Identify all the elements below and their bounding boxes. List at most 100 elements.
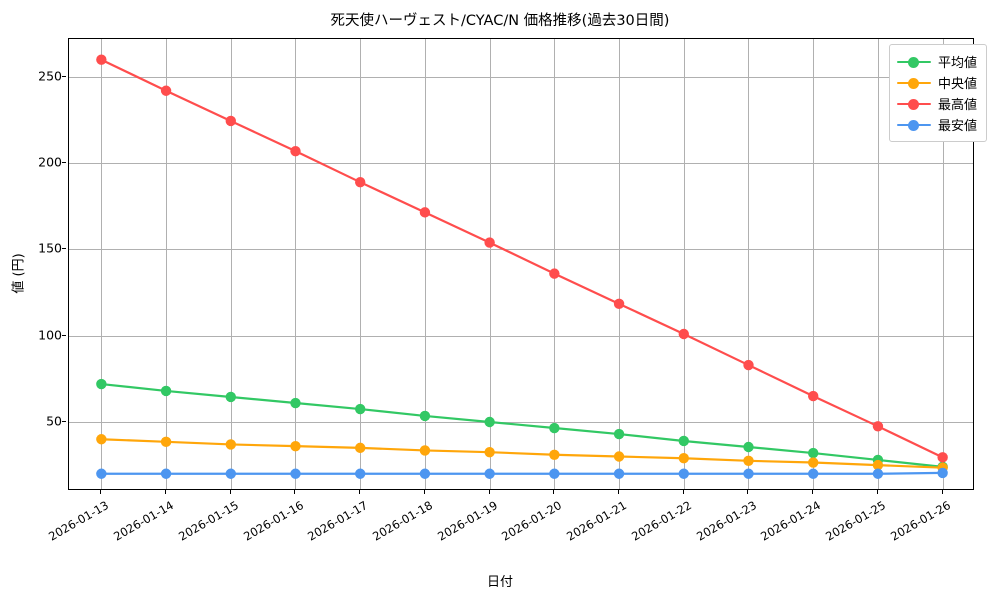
- plot-area: [68, 38, 974, 490]
- data-point: [678, 453, 689, 464]
- data-point: [808, 447, 819, 459]
- data-point: [160, 468, 172, 479]
- series-layer: [96, 54, 948, 479]
- data-point: [419, 410, 431, 422]
- y-axis-tick-labels: 50 100 150 200 250: [0, 38, 66, 490]
- data-point: [549, 468, 560, 479]
- data-point: [678, 468, 689, 479]
- gridline-vertical: [748, 39, 749, 489]
- gridline-vertical: [554, 39, 555, 489]
- data-point: [290, 440, 301, 452]
- data-point: [872, 459, 884, 471]
- legend-swatch-icon: [896, 97, 931, 111]
- x-tick-mark: [942, 490, 943, 494]
- data-point: [355, 442, 366, 454]
- gridline-vertical: [360, 39, 361, 489]
- x-tick-mark: [294, 490, 295, 494]
- x-tick-mark: [812, 490, 813, 494]
- data-point: [872, 421, 884, 432]
- gridline-horizontal: [69, 77, 973, 78]
- x-tick-mark: [747, 490, 748, 494]
- data-point: [613, 298, 625, 310]
- data-point: [484, 468, 495, 479]
- y-tick-mark: [62, 335, 66, 336]
- data-point: [419, 207, 431, 218]
- x-tick-mark: [618, 490, 619, 494]
- gridline-vertical: [943, 39, 944, 489]
- x-tick-label: 2026-01-24: [758, 498, 824, 544]
- x-tick-label: 2026-01-15: [175, 498, 241, 544]
- page-title: 死天使ハーヴェスト/CYAC/N 価格推移(過去30日間): [330, 13, 670, 29]
- data-point: [160, 85, 172, 96]
- data-point: [96, 468, 107, 479]
- series-3: [96, 54, 948, 463]
- data-point: [355, 176, 366, 188]
- series-line: [100, 471, 944, 475]
- gridline-horizontal: [69, 336, 973, 337]
- x-tick-label: 2026-01-19: [434, 498, 500, 544]
- x-tick-label: 2026-01-20: [499, 498, 565, 544]
- series-line: [100, 438, 944, 469]
- legend-item[interactable]: 最高値: [896, 93, 977, 114]
- data-point: [160, 436, 172, 448]
- data-point: [613, 428, 625, 440]
- gridline-vertical: [813, 39, 814, 489]
- x-tick-label: 2026-01-16: [240, 498, 306, 544]
- x-tick-label: 2026-01-21: [564, 498, 630, 544]
- series-4: [96, 467, 948, 479]
- data-point: [355, 403, 366, 415]
- data-point: [808, 468, 819, 479]
- x-tick-label: 2026-01-14: [111, 498, 177, 544]
- gridline-vertical: [878, 39, 879, 489]
- series-1: [96, 378, 948, 473]
- legend-item-label: 最高値: [937, 98, 977, 113]
- gridline-horizontal: [69, 163, 973, 164]
- x-tick-label: 2026-01-17: [305, 498, 371, 544]
- data-point: [743, 441, 754, 453]
- legend-item-label: 平均値: [937, 56, 977, 71]
- data-point: [484, 237, 495, 248]
- gridline-vertical: [684, 39, 685, 489]
- legend-item[interactable]: 中央値: [896, 72, 977, 93]
- y-tick-label: 150: [38, 240, 62, 256]
- x-tick-label: 2026-01-23: [693, 498, 759, 544]
- data-point: [225, 391, 236, 403]
- legend-swatch-icon: [896, 76, 931, 90]
- y-axis-label: 値 (円): [11, 253, 27, 294]
- data-point: [96, 434, 107, 445]
- x-tick-label: 2026-01-18: [370, 498, 435, 544]
- data-point: [549, 268, 560, 279]
- data-point: [160, 385, 172, 397]
- x-axis-label: 日付: [486, 575, 513, 590]
- legend-swatch-icon: [896, 55, 931, 69]
- gridline-vertical: [295, 39, 296, 489]
- data-point: [96, 378, 107, 390]
- data-point: [678, 328, 689, 340]
- data-point: [872, 468, 884, 479]
- gridline-vertical: [490, 39, 491, 489]
- data-point: [290, 468, 301, 479]
- data-point: [96, 54, 107, 65]
- data-point: [484, 446, 495, 458]
- gridline-vertical: [166, 39, 167, 489]
- series-line: [100, 58, 944, 459]
- data-point: [808, 390, 819, 402]
- gridline-horizontal: [69, 249, 973, 250]
- chart-legend: 平均値 中央値最高値 最安値: [888, 44, 987, 142]
- y-tick-label: 250: [38, 68, 62, 84]
- data-point: [225, 468, 236, 479]
- x-tick-mark: [100, 490, 101, 494]
- legend-item[interactable]: 最安値: [896, 114, 977, 135]
- data-point: [419, 468, 431, 479]
- data-point: [743, 468, 754, 479]
- data-point: [743, 455, 754, 467]
- x-tick-mark: [230, 490, 231, 494]
- x-tick-mark: [165, 490, 166, 494]
- legend-item[interactable]: 平均値: [896, 51, 977, 72]
- gridline-vertical: [231, 39, 232, 489]
- data-point: [937, 452, 948, 463]
- y-tick-label: 100: [38, 327, 62, 343]
- x-tick-label: 2026-01-26: [887, 498, 953, 544]
- data-point: [678, 435, 689, 447]
- y-tick-mark: [62, 76, 66, 77]
